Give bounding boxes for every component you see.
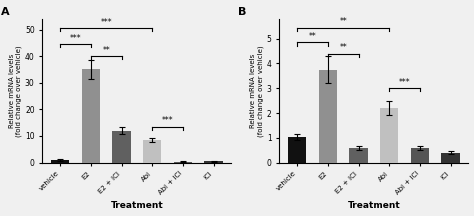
Bar [204, 161, 223, 163]
Bar [288, 137, 306, 163]
Bar [380, 108, 399, 163]
Bar [82, 69, 100, 163]
Text: **: ** [102, 46, 110, 55]
Y-axis label: Relative mRNA levels
(fold change over vehicle): Relative mRNA levels (fold change over v… [9, 45, 22, 137]
Bar [143, 140, 162, 163]
Bar [173, 162, 192, 163]
X-axis label: Treatment: Treatment [110, 202, 163, 210]
Text: ***: *** [100, 18, 112, 27]
Bar [349, 148, 368, 163]
Text: ***: *** [162, 116, 173, 125]
Text: **: ** [339, 17, 347, 26]
Bar [112, 131, 131, 163]
Text: A: A [0, 7, 9, 17]
Text: ***: *** [70, 34, 81, 43]
Bar [441, 153, 460, 163]
Bar [410, 148, 429, 163]
Bar [51, 160, 69, 163]
Text: **: ** [339, 43, 347, 52]
Y-axis label: Relative mRNA levels
(fold change over vehicle): Relative mRNA levels (fold change over v… [250, 45, 264, 137]
Text: B: B [237, 7, 246, 17]
Text: ***: *** [399, 78, 410, 87]
X-axis label: Treatment: Treatment [347, 202, 400, 210]
Text: **: ** [309, 32, 316, 41]
Bar [319, 70, 337, 163]
